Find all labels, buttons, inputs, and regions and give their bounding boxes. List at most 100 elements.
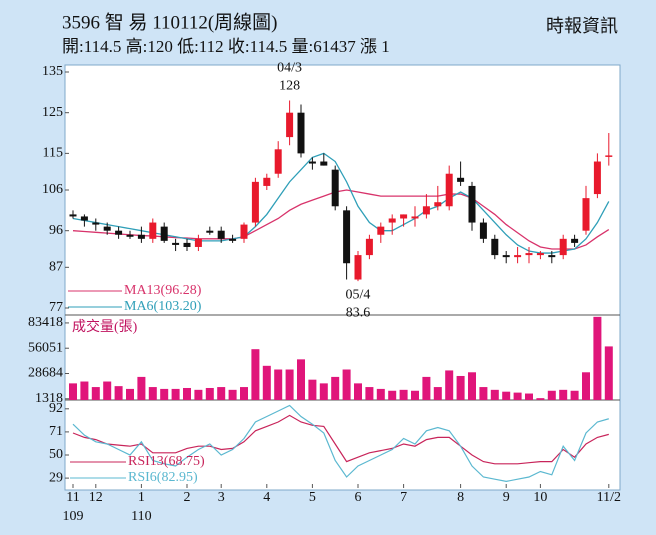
x-year-label: 109	[63, 509, 84, 524]
volume-bar	[479, 387, 488, 400]
candle-body	[308, 161, 316, 164]
volume-bar	[80, 381, 89, 400]
volume-bar	[570, 390, 579, 400]
candle-body	[365, 238, 373, 256]
candle-body	[92, 222, 100, 225]
legend-label: MA6(103.20)	[124, 299, 202, 314]
rsi-line	[72, 404, 609, 483]
y-tick-label: 28684	[28, 366, 63, 381]
candle-body	[320, 161, 328, 166]
volume-bar	[547, 390, 556, 400]
candle-body	[491, 238, 499, 256]
candle-body	[160, 226, 168, 241]
volume-bar	[582, 372, 590, 400]
y-tick-label: 71	[49, 424, 63, 439]
volume-bar	[354, 383, 362, 400]
volume-bar	[194, 389, 203, 400]
candle-body	[240, 224, 248, 239]
candle-body	[571, 238, 579, 243]
volume-bar	[376, 388, 385, 400]
y-tick-label: 87	[49, 260, 63, 275]
legend-label: RSI6(82.95)	[128, 470, 198, 485]
candle-body	[137, 234, 145, 239]
candle-body	[388, 218, 396, 223]
y-tick-label: 106	[42, 182, 63, 197]
volume-bar	[126, 388, 134, 400]
volume-bar	[411, 390, 419, 400]
candle-body	[468, 185, 476, 223]
y-tick-label: 83418	[28, 315, 63, 330]
candle-body	[217, 230, 225, 239]
candle-body	[331, 169, 339, 207]
volume-bar	[536, 398, 545, 400]
candle-body	[343, 210, 351, 264]
volume-bar	[171, 388, 180, 400]
legend-label: MA13(96.28)	[124, 283, 202, 298]
legend-label: RSI13(68.75)	[128, 454, 205, 469]
candle-body	[411, 216, 419, 219]
volume-bar	[308, 379, 317, 400]
y-tick-label: 29	[49, 470, 63, 485]
volume-bar	[342, 369, 351, 400]
candle-body	[582, 198, 590, 231]
candle-body	[445, 173, 453, 207]
candle-body	[400, 214, 408, 219]
plot-area	[64, 64, 621, 491]
candle-body	[525, 253, 533, 256]
volume-title: 成交量(張)	[72, 318, 138, 335]
x-tick-label: 11	[66, 490, 79, 505]
volume-bar	[513, 392, 522, 400]
candle-body	[548, 255, 556, 258]
candle-body	[434, 202, 442, 207]
candle-body	[286, 112, 294, 138]
volume-bar	[205, 387, 214, 400]
volume-bar	[559, 389, 568, 400]
volume-bar	[228, 389, 237, 400]
volume-bar	[274, 369, 283, 400]
annotation-date: 05/4	[346, 287, 371, 302]
y-tick-label: 92	[49, 401, 63, 416]
annotation-value: 83.6	[346, 305, 371, 320]
volume-bar	[433, 387, 442, 400]
volume-bar	[103, 381, 112, 400]
volume-bar	[593, 316, 602, 400]
candle-body	[457, 177, 465, 182]
candle-body	[69, 214, 77, 217]
volume-bar	[285, 369, 294, 400]
annotation-date: 04/3	[277, 61, 302, 76]
candle-body	[115, 230, 123, 235]
y-tick-label: 1318	[35, 391, 63, 406]
y-tick-label: 96	[49, 223, 63, 238]
y-tick-label: 56051	[28, 340, 63, 355]
candle-body	[354, 255, 362, 280]
volume-bar	[160, 388, 169, 400]
volume-bar	[456, 375, 465, 400]
x-tick-label: 9	[503, 490, 510, 505]
volume-bar	[388, 390, 397, 400]
volume-bar	[422, 376, 431, 400]
candle-body	[514, 255, 522, 258]
candle-body	[229, 238, 237, 241]
x-tick-label: 8	[457, 490, 464, 505]
x-year-label: 110	[131, 509, 151, 524]
volume-bar	[490, 389, 499, 400]
volume-bar	[148, 387, 157, 400]
volume-bar	[525, 393, 533, 400]
x-tick-label: 2	[184, 490, 191, 505]
volume-bar	[251, 349, 260, 400]
title: 3596 智 易 110112(周線圖)	[62, 11, 278, 33]
volume-bar	[365, 387, 374, 400]
source: 時報資訊	[546, 16, 618, 36]
volume-bar	[91, 387, 100, 400]
candle-body	[183, 242, 191, 247]
rsi-line	[72, 414, 609, 465]
candle-body	[103, 226, 111, 231]
candle-body	[297, 112, 305, 154]
y-tick-label: 50	[49, 447, 63, 462]
candle-body	[422, 206, 430, 215]
volume-bar	[183, 387, 191, 400]
volume-bar	[502, 391, 511, 400]
candle-body	[263, 177, 271, 186]
candle-body	[194, 238, 202, 247]
x-tick-label: 3	[218, 490, 225, 505]
